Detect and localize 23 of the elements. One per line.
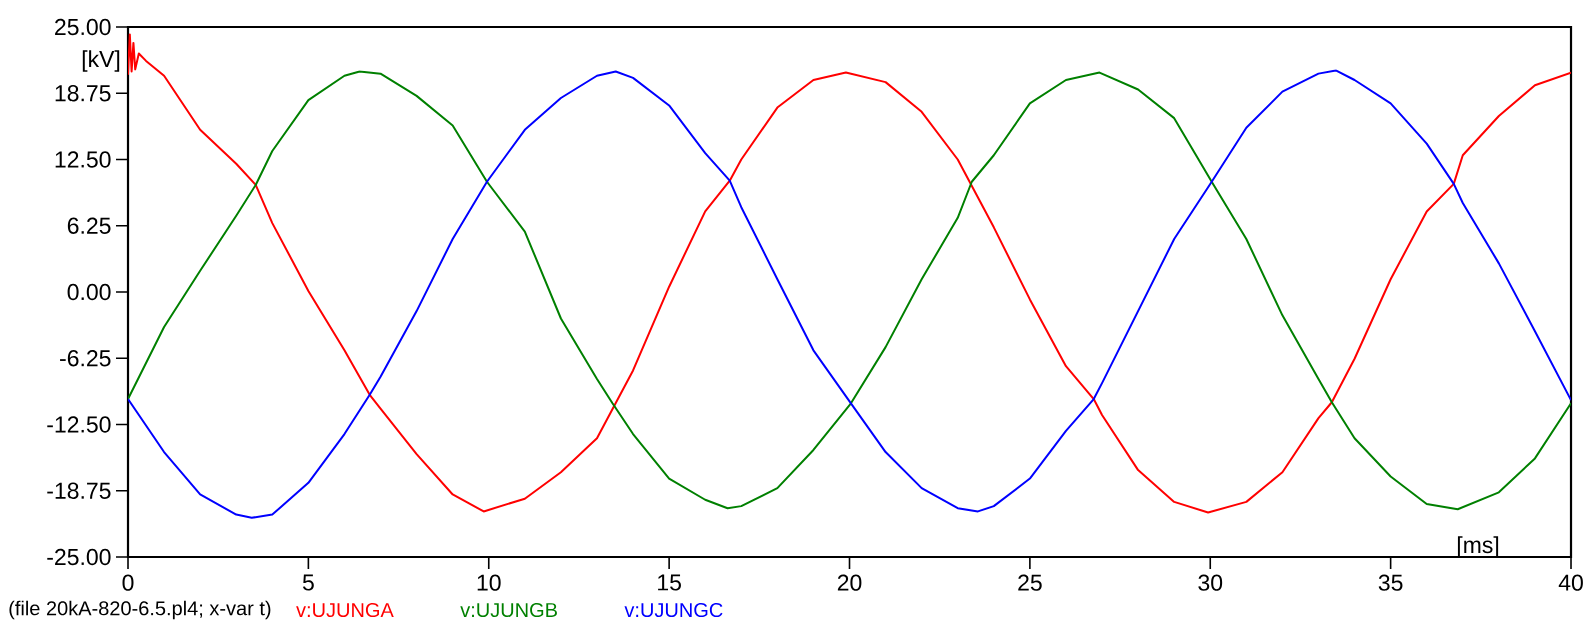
x-tick-label: 15	[658, 574, 681, 591]
y-tick-label: -25.00	[47, 548, 111, 566]
y-tick-label: 25.00	[55, 18, 111, 36]
text: v:UJUNGA	[296, 602, 394, 618]
y-tick-label: -12.50	[47, 416, 111, 433]
x-tick-label: 25	[1018, 574, 1042, 591]
x-tick-label: 35	[1378, 574, 1403, 591]
text: (file 20kA-820-6.5.pl4; x-var t)	[9, 600, 271, 620]
x-tick-label: 10	[477, 574, 501, 591]
y-tick-label: -18.75	[47, 482, 111, 499]
y-axis-title: [kV]	[82, 50, 120, 72]
x-tick-label: 0	[122, 574, 134, 591]
y-tick-label: 12.50	[55, 151, 111, 168]
x-tick-label: 30	[1198, 574, 1223, 591]
y-tick-label: -6.25	[60, 350, 111, 367]
y-tick-label: 18.75	[55, 85, 111, 102]
text: v:UJUNGB	[460, 602, 557, 618]
x-tick-label: 40	[1558, 574, 1583, 591]
text: v:UJUNGC	[624, 602, 723, 618]
y-tick-label: 0.00	[67, 283, 111, 301]
x-tick-label: 5	[302, 574, 314, 591]
y-tick-label: 6.25	[67, 217, 111, 234]
x-tick-label: 20	[837, 574, 862, 591]
